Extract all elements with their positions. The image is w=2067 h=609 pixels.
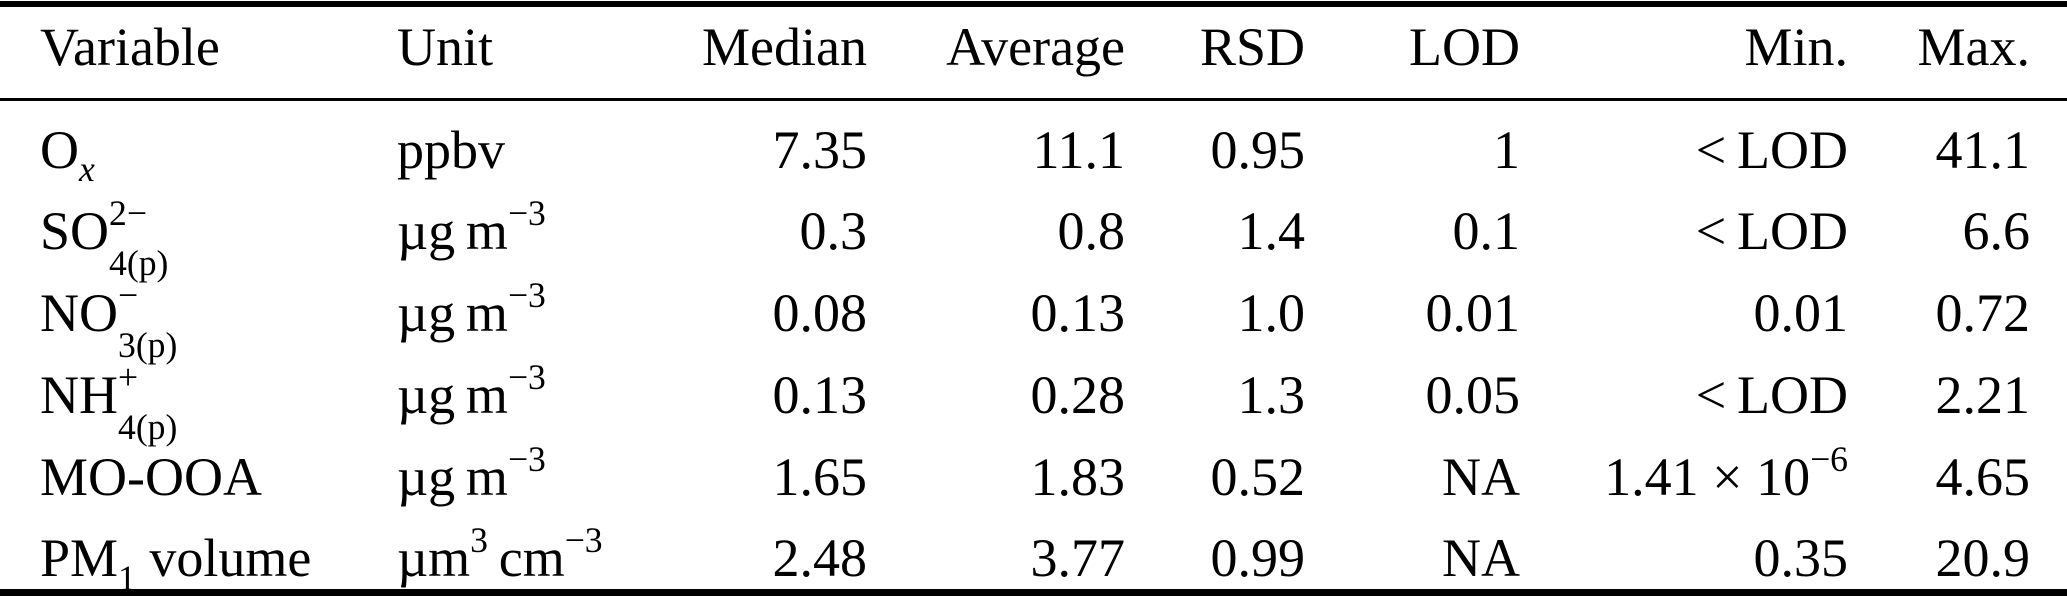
table-row-2: SO 2− 4(p) µg m−3 0.3 0.8 1.4 0.1 < LOD 6.6 bbox=[0, 181, 2067, 283]
cell-median: 1.65 bbox=[772, 447, 868, 507]
col-header-variable: Variable bbox=[40, 17, 220, 78]
col-header-lod: LOD bbox=[1409, 17, 1520, 78]
subscript: 1 bbox=[118, 557, 136, 598]
cell-max: 41.1 bbox=[1935, 119, 2031, 180]
text-segment: cm bbox=[487, 528, 565, 588]
table-header: Variable Unit Median Average RSD LOD Min. Max. bbox=[0, 4, 2067, 99]
cell-max: 20.9 bbox=[1935, 528, 2031, 588]
cell-lod: 0.01 bbox=[1425, 283, 1521, 343]
cell-unit: µg m−3 bbox=[397, 181, 640, 263]
text-segment: O bbox=[40, 119, 79, 180]
superscript: −3 bbox=[507, 356, 546, 397]
cell-rsd: 1.4 bbox=[1237, 201, 1306, 261]
cell-max: 4.65 bbox=[1935, 447, 2031, 507]
cell-min: < LOD bbox=[1695, 119, 1848, 180]
text-segment: µm bbox=[397, 528, 471, 588]
col-header-median: Median bbox=[702, 17, 867, 78]
cell-variable: NO −3(p) bbox=[0, 263, 397, 365]
stats-table: Variable Unit Median Average RSD LOD Min. Max. … bbox=[0, 1, 2067, 596]
cell-median: 0.3 bbox=[799, 201, 868, 261]
text-segment: PM bbox=[40, 528, 119, 588]
table-row-6: PM1 volume µm3 cm−3 2.48 3.77 0.99 NA 0.35 20.9 bbox=[0, 509, 2067, 595]
cell-average: 3.77 bbox=[1030, 528, 1126, 588]
cell-max: 6.6 bbox=[1962, 201, 2031, 261]
cell-rsd: 1.0 bbox=[1237, 283, 1306, 343]
text-segment: 1.41 × 10 bbox=[1604, 447, 1811, 507]
superscript: −3 bbox=[507, 438, 546, 479]
cell-variable: MO-OOA bbox=[40, 447, 262, 507]
cell-variable: NH +4(p) bbox=[0, 345, 397, 447]
cell-lod: NA bbox=[1442, 447, 1520, 507]
cell-max: 2.21 bbox=[1935, 365, 2031, 425]
text-segment: µg m bbox=[397, 201, 508, 261]
text-segment: µg m bbox=[397, 365, 508, 425]
cell-unit: µm3 cm−3 bbox=[397, 509, 640, 593]
table-row-5: MO-OOA µg m−3 1.65 1.83 0.52 NA 1.41 × 10−6 4.6… bbox=[0, 427, 2067, 509]
text-segment: µg m bbox=[397, 447, 508, 507]
col-header-average: Average bbox=[946, 17, 1125, 78]
cell-unit: µg m−3 bbox=[397, 345, 640, 427]
cell-lod: NA bbox=[1442, 528, 1520, 588]
cell-variable: PM1 volume bbox=[0, 509, 397, 595]
cell-median: 0.13 bbox=[772, 365, 868, 425]
stacked-sup-sub: −3(p) bbox=[118, 274, 178, 365]
cell-min: < LOD bbox=[1695, 365, 1848, 425]
cell-lod: 0.05 bbox=[1425, 365, 1521, 425]
cell-average: 1.83 bbox=[1030, 447, 1126, 507]
text-segment: SO bbox=[40, 201, 110, 261]
superscript: 3 bbox=[470, 519, 488, 560]
cell-average: 11.1 bbox=[1032, 119, 1126, 180]
table-row-1: Ox ppbv 7.35 11.1 0.95 1 < LOD 41.1 bbox=[0, 99, 2067, 187]
table-row-3: NO −3(p) µg m−3 0.08 0.13 1.0 0.01 0.01 0.72 bbox=[0, 263, 2067, 365]
stacked-sup-sub: 2− 4(p) bbox=[109, 192, 169, 283]
cell-median: 7.35 bbox=[772, 119, 868, 180]
cell-variable: SO 2− 4(p) bbox=[0, 181, 397, 283]
table-body: Ox ppbv 7.35 11.1 0.95 1 < LOD 41.1 SO 2− 4(p) µg m… bbox=[0, 99, 2067, 596]
stacked-sup-sub: +4(p) bbox=[118, 356, 178, 447]
cell-unit: µg m−3 bbox=[397, 263, 640, 345]
cell-rsd: 0.52 bbox=[1210, 447, 1306, 507]
cell-min: 0.35 bbox=[1753, 528, 1849, 588]
text-segment: volume bbox=[135, 528, 312, 588]
cell-median: 2.48 bbox=[772, 528, 868, 588]
cell-rsd: 0.95 bbox=[1210, 119, 1306, 180]
cell-min: 1.41 × 10−6 bbox=[1520, 427, 1848, 509]
superscript: −3 bbox=[507, 192, 546, 233]
cell-rsd: 0.99 bbox=[1210, 528, 1306, 588]
cell-median: 0.08 bbox=[772, 283, 868, 343]
cell-lod: 0.1 bbox=[1452, 201, 1521, 261]
col-header-max: Max. bbox=[1917, 17, 2030, 78]
col-header-unit: Unit bbox=[397, 17, 494, 78]
text-segment: NO bbox=[40, 283, 118, 343]
superscript: −6 bbox=[1810, 438, 1848, 479]
cell-min: 0.01 bbox=[1753, 283, 1849, 343]
cell-unit: µg m−3 bbox=[397, 427, 640, 509]
text-segment: µg m bbox=[397, 283, 508, 343]
col-header-min: Min. bbox=[1744, 17, 1848, 78]
cell-max: 0.72 bbox=[1935, 283, 2031, 343]
cell-min: < LOD bbox=[1695, 201, 1848, 261]
cell-lod: 1 bbox=[1493, 119, 1520, 180]
table-row-4: NH +4(p) µg m−3 0.13 0.28 1.3 0.05 < LOD 2.21 bbox=[0, 345, 2067, 447]
cell-average: 0.13 bbox=[1030, 283, 1126, 343]
cell-unit: ppbv bbox=[397, 119, 505, 180]
superscript: −3 bbox=[564, 519, 603, 560]
subscript: x bbox=[79, 149, 95, 190]
cell-average: 0.8 bbox=[1057, 201, 1126, 261]
text-segment: NH bbox=[40, 365, 118, 425]
header-row: Variable Unit Median Average RSD LOD Min. Max. bbox=[0, 4, 2067, 99]
col-header-rsd: RSD bbox=[1199, 17, 1305, 78]
cell-variable: Ox bbox=[0, 99, 397, 187]
superscript: −3 bbox=[507, 274, 546, 315]
cell-rsd: 1.3 bbox=[1237, 365, 1306, 425]
cell-average: 0.28 bbox=[1030, 365, 1126, 425]
